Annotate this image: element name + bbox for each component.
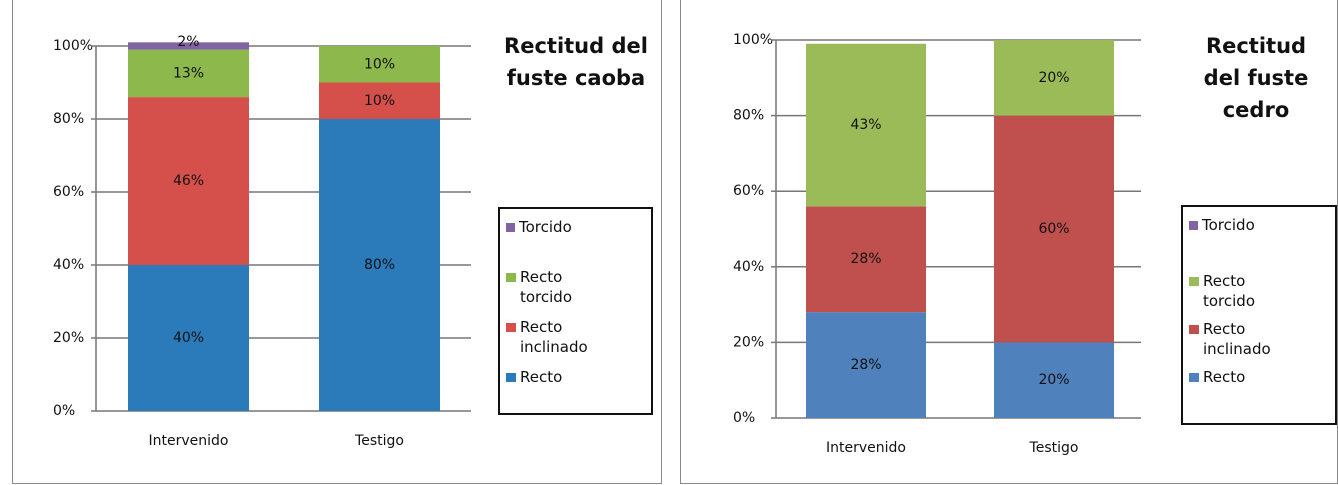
legend: Torcido Recto torcido Recto inclinado Recto (498, 207, 653, 415)
legend-label: Recto (1203, 368, 1246, 386)
data-label: 2% (177, 34, 199, 50)
bar-segment (806, 43, 926, 207)
legend-item: Recto inclinado (506, 317, 645, 357)
data-label: 28% (850, 251, 881, 267)
data-label: 80% (364, 257, 395, 273)
legend-item: Recto (506, 367, 645, 387)
x-tick-label: Intervenido (149, 433, 229, 449)
legend-swatch (506, 223, 515, 232)
bar-segment (128, 265, 249, 411)
bar-segment (128, 97, 249, 265)
legend-label: Recto inclinado (520, 318, 588, 356)
bar-segment (319, 46, 440, 83)
legend-item: Recto torcido (1189, 271, 1329, 311)
legend-label: Torcido (519, 218, 572, 236)
x-tick-label: Testigo (1029, 440, 1079, 456)
bar-segment (994, 342, 1114, 418)
legend-item: Torcido (1189, 215, 1329, 235)
data-label: 46% (173, 173, 204, 189)
chart-title: Rectitud del fuste cedro (1203, 34, 1309, 122)
legend-swatch (506, 273, 516, 282)
legend-item: Recto (1189, 367, 1329, 387)
legend-swatch (1189, 373, 1199, 382)
x-tick-label: Intervenido (826, 440, 906, 456)
y-tick-label: 60% (733, 183, 764, 199)
x-tick-label: Testigo (354, 433, 404, 449)
bar-segment (128, 49, 249, 98)
y-tick-label: 100% (733, 32, 773, 48)
legend-swatch (1189, 221, 1198, 230)
chart: 0% 20% 40% 60% 80% 100% 28% 28% 43% Intervenido 20… (733, 32, 1141, 456)
y-tick-label: 20% (53, 330, 84, 346)
legend-label: Recto torcido (1203, 272, 1256, 310)
y-tick-label: 40% (53, 257, 84, 273)
data-label: 40% (173, 330, 204, 346)
bar-segment (319, 119, 440, 411)
legend-swatch (506, 323, 516, 332)
data-label: 43% (850, 117, 881, 133)
data-label: 10% (364, 56, 395, 72)
bar-segment (994, 40, 1114, 116)
legend: Torcido Recto torcido Recto inclinado Recto (1181, 205, 1337, 425)
bar-segment (994, 115, 1114, 343)
data-label: 20% (1038, 70, 1069, 86)
data-label: 13% (173, 65, 204, 81)
legend-swatch (506, 373, 516, 382)
y-tick-label: 80% (733, 108, 764, 124)
chart-panel: 0% 20% 40% 60% 80% 100% 40% 46% 13% 2% Intervenido… (12, 0, 662, 484)
data-label: 28% (850, 357, 881, 373)
bar-segment (128, 42, 249, 50)
legend-label: Recto torcido (520, 268, 573, 306)
legend-item: Recto inclinado (1189, 319, 1329, 359)
bar-segment (319, 82, 440, 119)
chart: 0% 20% 40% 60% 80% 100% 40% 46% 13% 2% Intervenido… (53, 34, 471, 449)
legend-label: Torcido (1202, 216, 1255, 234)
y-tick-label: 0% (53, 403, 75, 419)
y-tick-label: 20% (733, 334, 764, 350)
legend-label: Recto inclinado (1203, 320, 1271, 358)
y-tick-label: 40% (733, 259, 764, 275)
legend-item: Recto torcido (506, 267, 645, 307)
legend-swatch (1189, 277, 1199, 286)
y-tick-label: 0% (733, 410, 755, 426)
y-tick-label: 100% (53, 38, 93, 54)
bar-segment (806, 206, 926, 313)
legend-swatch (1189, 325, 1199, 334)
legend-item: Torcido (506, 217, 645, 237)
data-label: 20% (1038, 372, 1069, 388)
chart-panel: 0% 20% 40% 60% 80% 100% 28% 28% 43% Intervenido 20… (680, 0, 1338, 484)
y-tick-label: 80% (53, 111, 84, 127)
legend-label: Recto (520, 368, 563, 386)
y-tick-label: 60% (53, 184, 84, 200)
bar-segment (806, 312, 926, 418)
data-label: 60% (1038, 221, 1069, 237)
chart-title: Rectitud del fuste caoba (504, 34, 648, 90)
data-label: 10% (364, 93, 395, 109)
